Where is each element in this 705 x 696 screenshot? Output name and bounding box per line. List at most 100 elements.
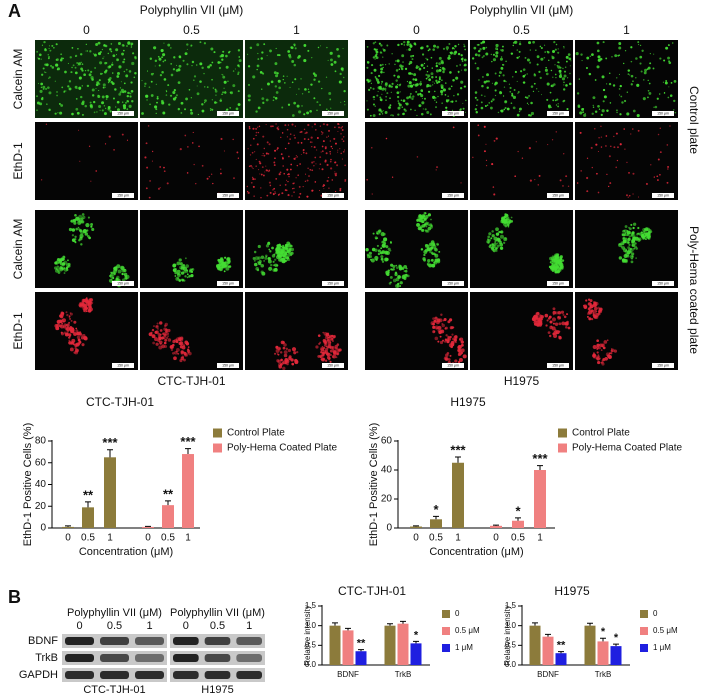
cell <box>536 311 540 316</box>
cell <box>492 53 495 56</box>
cell-line-label: H1975 <box>504 374 540 388</box>
cell <box>494 94 497 97</box>
cell <box>339 148 341 150</box>
bar <box>410 643 422 665</box>
cell <box>559 72 562 75</box>
cell <box>486 104 489 106</box>
cell <box>248 126 251 128</box>
cell <box>454 341 457 344</box>
cell <box>665 46 669 50</box>
cell <box>427 263 430 266</box>
cell <box>274 191 276 193</box>
cell <box>518 110 521 113</box>
cell <box>549 91 552 94</box>
cell <box>444 82 447 84</box>
cell <box>450 340 455 345</box>
cell <box>632 222 637 226</box>
cell <box>187 346 190 348</box>
cell <box>310 136 313 139</box>
cell <box>126 94 130 98</box>
cell <box>395 264 398 267</box>
cell <box>68 315 71 318</box>
cell <box>422 216 426 219</box>
cell <box>319 104 321 106</box>
cell <box>480 94 483 97</box>
cell <box>435 106 438 109</box>
cell <box>391 114 393 116</box>
cell <box>343 89 346 93</box>
cell <box>178 336 182 340</box>
cell <box>326 332 330 335</box>
x-tick-label: 0.5 <box>511 533 525 544</box>
cell <box>587 302 591 306</box>
cell <box>547 144 549 146</box>
error-bar <box>185 448 191 455</box>
cell <box>198 145 200 148</box>
cell <box>403 264 408 269</box>
cell <box>549 320 553 324</box>
cell <box>499 91 503 95</box>
cell <box>557 48 559 50</box>
cell <box>337 348 341 352</box>
cell <box>40 179 43 181</box>
scale-bar <box>652 193 674 198</box>
cell <box>90 225 93 228</box>
cell <box>316 101 319 104</box>
legend-swatch <box>213 443 222 453</box>
cell <box>401 275 406 280</box>
cell <box>280 358 283 362</box>
cell <box>247 94 251 98</box>
cell <box>162 60 165 63</box>
cell <box>636 114 640 118</box>
cell <box>381 63 384 66</box>
cell <box>287 243 292 247</box>
cell <box>258 169 260 171</box>
cell <box>495 227 499 232</box>
y-axis-label: EthD-1 Positive Cells (%) <box>22 423 34 546</box>
cell <box>75 97 78 100</box>
x-tick-label: BDNF <box>337 670 359 679</box>
cell <box>173 88 177 92</box>
cell <box>339 187 342 190</box>
cell <box>408 81 412 85</box>
cell <box>237 90 240 93</box>
cell <box>425 73 428 77</box>
cell <box>578 78 581 80</box>
cell <box>265 98 269 102</box>
cell <box>496 48 499 51</box>
cell <box>409 108 412 111</box>
cell <box>279 171 282 174</box>
cell <box>540 57 544 61</box>
cell <box>628 243 631 246</box>
cell <box>368 88 371 92</box>
cell <box>376 78 379 82</box>
x-axis-label: Concentration (μM) <box>79 546 173 558</box>
cell <box>270 263 273 267</box>
cell <box>273 187 276 190</box>
bar <box>529 625 541 665</box>
cell <box>107 52 109 55</box>
cell <box>459 337 464 342</box>
cell <box>220 168 222 170</box>
cell <box>420 248 424 251</box>
cell <box>500 109 502 112</box>
cell <box>455 76 459 80</box>
cell <box>325 345 328 348</box>
cell <box>195 182 197 185</box>
cell <box>322 331 325 334</box>
cell <box>211 61 214 64</box>
cell <box>96 111 98 113</box>
cell <box>177 68 181 72</box>
cell <box>425 217 428 220</box>
cell <box>222 74 224 76</box>
cell <box>662 81 665 83</box>
cell <box>36 109 38 111</box>
cell <box>637 196 639 198</box>
cell <box>284 124 287 127</box>
cell <box>287 142 290 145</box>
cell <box>272 99 275 102</box>
cell <box>565 60 568 63</box>
cell <box>433 247 438 251</box>
cell <box>569 65 571 67</box>
micrograph: 150 μm <box>575 40 678 118</box>
